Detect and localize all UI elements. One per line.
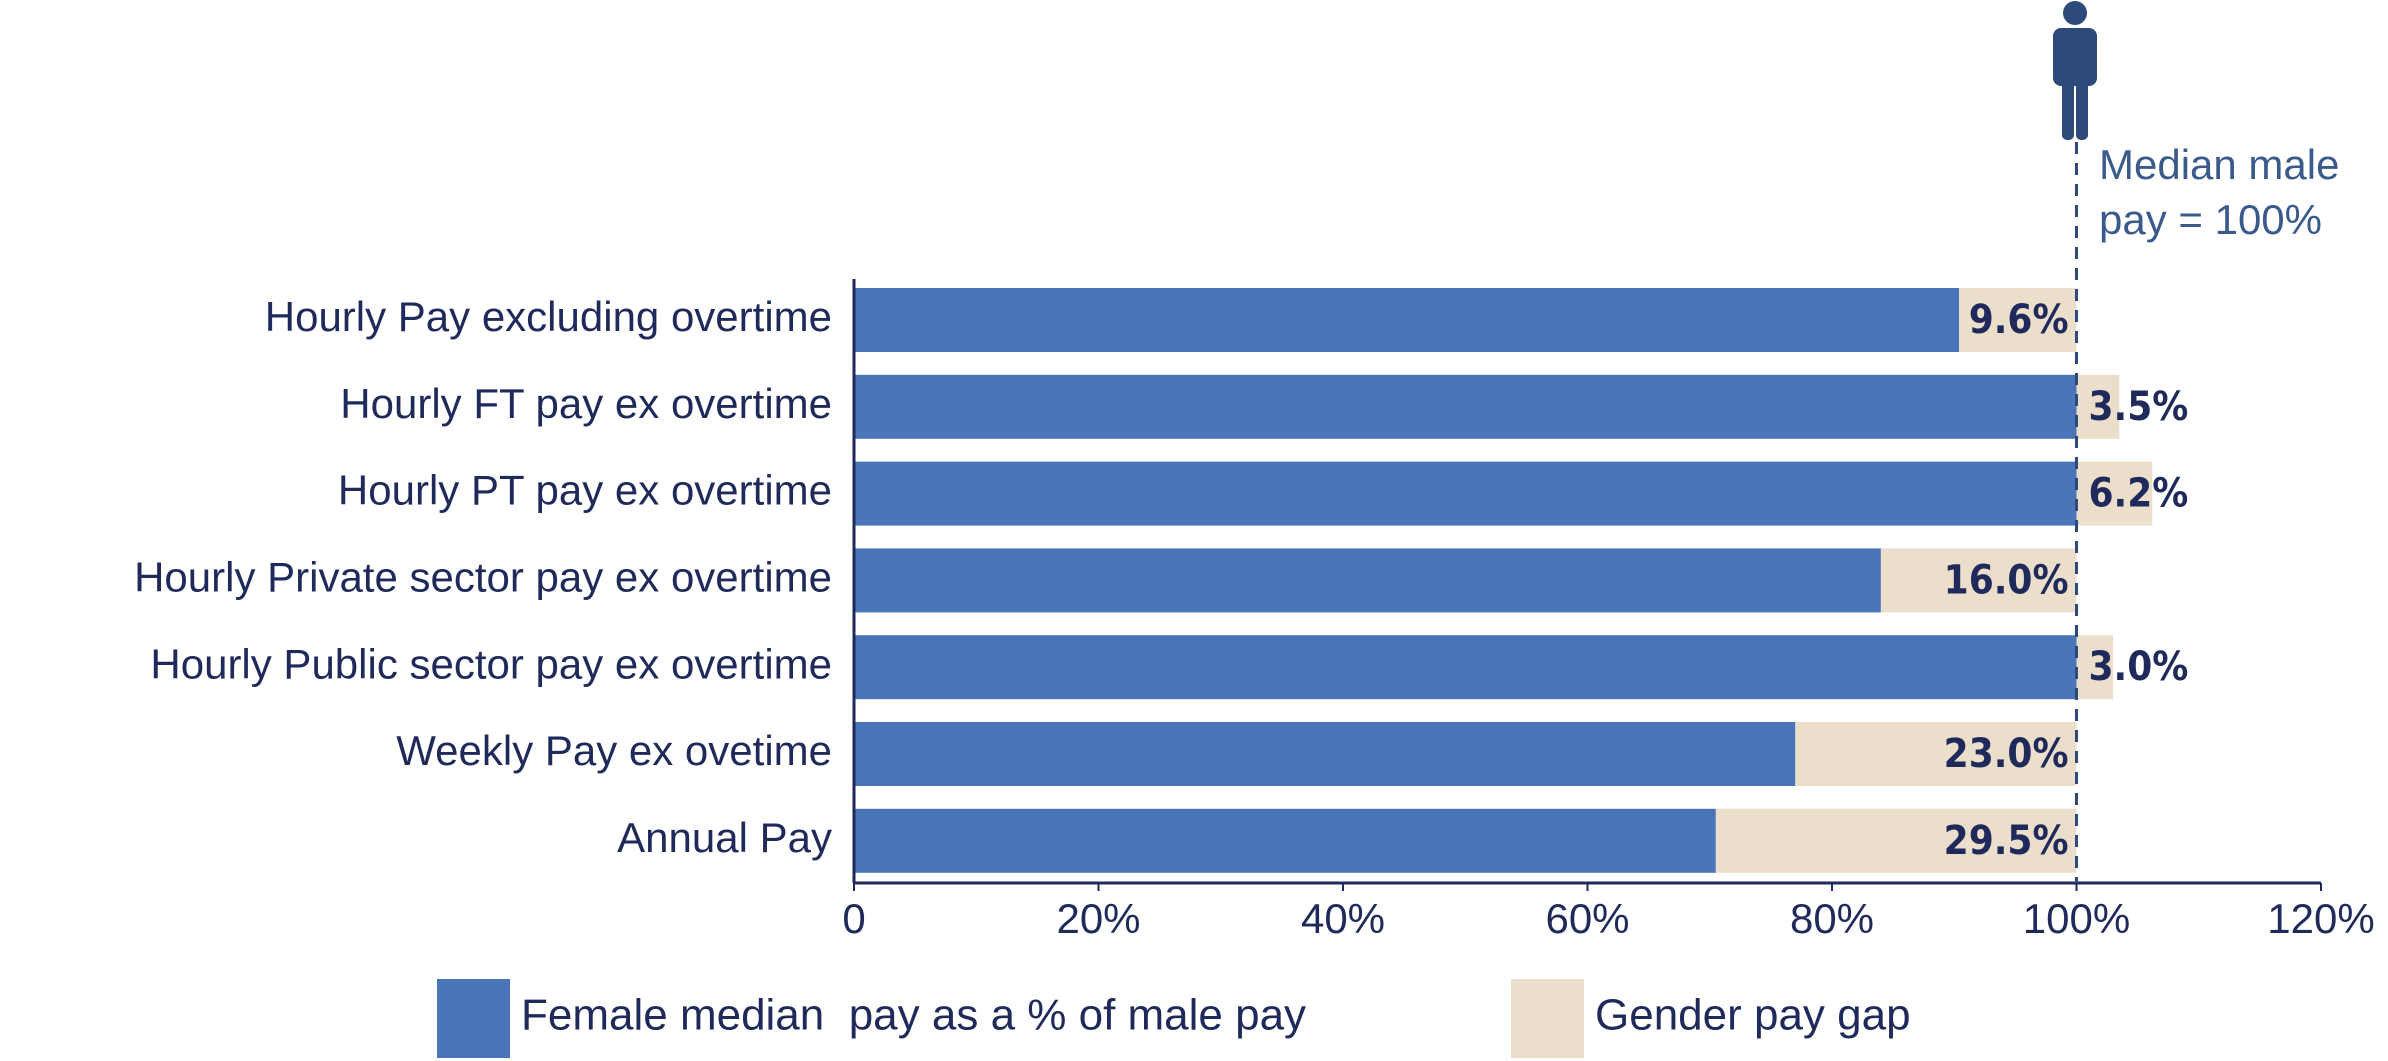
category-label: Hourly Private sector pay ex overtime bbox=[134, 553, 832, 600]
annotation: pay = 100% bbox=[2099, 196, 2322, 243]
x-tick-label: 60% bbox=[1545, 895, 1629, 942]
bar-segment bbox=[1715, 808, 2077, 873]
bar-segment bbox=[854, 461, 2077, 526]
annotation: Median male bbox=[2099, 141, 2339, 188]
x-tick-label: 40% bbox=[1301, 895, 1385, 942]
x-tick-label: 120% bbox=[2267, 895, 2374, 942]
bar-segment bbox=[854, 635, 2077, 700]
category-label: Hourly PT pay ex overtime bbox=[338, 467, 832, 514]
x-tick-label: 0 bbox=[842, 895, 865, 942]
category-label: Hourly Public sector pay ex overtime bbox=[150, 640, 832, 687]
value-label: 9.6% bbox=[1969, 297, 2069, 343]
category-label: Annual Pay bbox=[617, 814, 832, 861]
bar-segment bbox=[1880, 548, 2077, 613]
value-label: 6.2% bbox=[2089, 471, 2189, 517]
x-tick-label: 100% bbox=[2023, 895, 2130, 942]
bar-segment bbox=[2076, 374, 2120, 439]
category-label: Hourly Pay excluding overtime bbox=[265, 293, 832, 340]
bar-segment bbox=[854, 548, 1881, 613]
value-label: 23.0% bbox=[1944, 731, 2069, 777]
category-label: Hourly FT pay ex overtime bbox=[340, 380, 832, 427]
x-tick-label: 20% bbox=[1056, 895, 1140, 942]
bar-segment bbox=[2076, 635, 2114, 700]
legend-swatch bbox=[1511, 979, 1584, 1058]
value-label: 3.5% bbox=[2089, 384, 2189, 430]
x-tick-label: 80% bbox=[1790, 895, 1874, 942]
bar-segment bbox=[2076, 461, 2153, 526]
value-label: 3.0% bbox=[2089, 644, 2189, 690]
legend-label: Female median pay as a % of male pay bbox=[521, 991, 1306, 1040]
category-label: Weekly Pay ex ovetime bbox=[396, 727, 832, 774]
legend-swatch bbox=[437, 979, 510, 1058]
bar-segment bbox=[854, 288, 1960, 352]
value-label: 29.5% bbox=[1944, 818, 2069, 864]
person-icon bbox=[2053, 1, 2097, 140]
bar-segment bbox=[854, 374, 2077, 439]
legend-label: Gender pay gap bbox=[1595, 991, 1911, 1040]
bar-segment bbox=[1959, 288, 2077, 352]
bar-segment bbox=[854, 808, 1716, 873]
bar-segment bbox=[1795, 722, 2077, 786]
value-label: 16.0% bbox=[1944, 557, 2069, 603]
bar-segment bbox=[854, 722, 1796, 786]
